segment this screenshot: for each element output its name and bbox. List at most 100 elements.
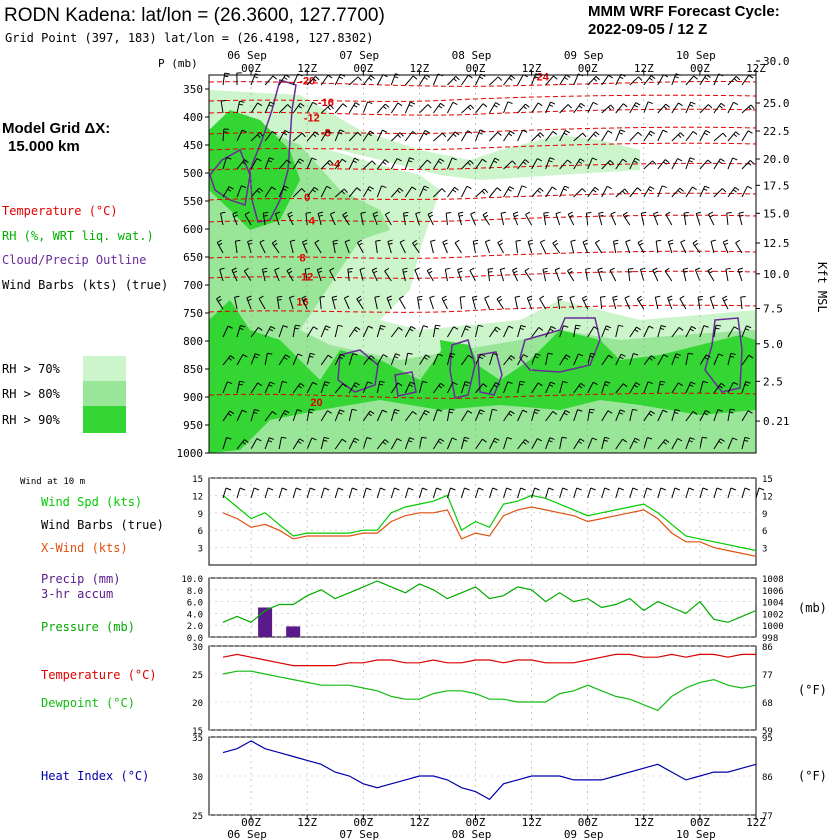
wind-barb xyxy=(503,160,517,170)
wind-barb xyxy=(671,408,681,422)
legend-rh70: RH > 70% xyxy=(2,362,61,376)
wind-barb xyxy=(615,188,629,198)
surface-wind-barb xyxy=(475,487,484,499)
wind-barb xyxy=(475,383,488,394)
wind-barb xyxy=(306,326,318,338)
wind-barb xyxy=(741,436,750,450)
surface-wind-barb xyxy=(432,487,442,499)
wind-barb xyxy=(671,158,683,170)
surface-wind-barb xyxy=(671,487,681,499)
wind-barb xyxy=(713,188,727,198)
wind-barb xyxy=(447,76,460,86)
panel-frame xyxy=(208,645,757,731)
wind-barb xyxy=(376,324,386,338)
wind-barb xyxy=(737,267,743,282)
wind-barb xyxy=(517,103,530,114)
wind-barb xyxy=(334,383,347,394)
wind-barb xyxy=(362,381,373,394)
wind-barb xyxy=(713,324,722,338)
wind-barb xyxy=(402,267,408,282)
surface-wind-barb xyxy=(292,487,302,499)
wind-barb xyxy=(484,239,491,254)
wind-barb xyxy=(517,129,528,142)
wind-barb xyxy=(601,381,611,394)
wind-barb xyxy=(667,239,674,254)
wind-barb xyxy=(496,295,504,310)
wind-barb xyxy=(667,295,673,310)
wind-barb xyxy=(376,129,388,142)
wind-barb xyxy=(685,75,698,86)
pressure-line xyxy=(222,580,757,623)
wind-barb xyxy=(601,130,613,142)
cloud-outline-7 xyxy=(519,317,601,373)
wind-barb xyxy=(418,380,428,394)
cloud-outline-2 xyxy=(209,148,251,206)
wind-barb xyxy=(278,185,289,198)
wind-barb xyxy=(545,352,553,366)
wind-barb xyxy=(329,211,336,226)
wind-barb xyxy=(384,267,392,282)
wind-barb xyxy=(539,295,547,310)
wind-barb xyxy=(531,158,543,170)
wind-barb xyxy=(735,239,743,254)
wind-barb xyxy=(348,382,360,394)
wind-barb xyxy=(722,239,729,254)
cloud-outline-6 xyxy=(477,351,503,396)
wind-barb xyxy=(376,103,390,114)
date-label: 10 Sep xyxy=(676,828,716,840)
wind-barb xyxy=(699,325,709,338)
wind-barb xyxy=(531,132,545,142)
wind-barb xyxy=(442,239,448,254)
wind-barb xyxy=(232,211,238,226)
wind-barb xyxy=(261,267,268,282)
wind-barb xyxy=(629,187,642,198)
cloud-outline-8 xyxy=(704,317,743,393)
wind-barb xyxy=(640,211,647,226)
wind-barb xyxy=(629,408,638,422)
wind-barb xyxy=(713,353,724,366)
wind-barb xyxy=(727,131,740,142)
wind-barb xyxy=(615,353,626,366)
wind-barb xyxy=(708,211,715,226)
panel-ytick-label: 4.0 xyxy=(187,610,203,620)
wind-barb xyxy=(517,409,528,422)
surface-wind-barb xyxy=(503,487,512,499)
wind-barb xyxy=(557,295,563,310)
wind-barb xyxy=(545,75,558,86)
wind-barb xyxy=(320,160,334,170)
wind-barb xyxy=(573,158,585,170)
hour-label: 12Z xyxy=(297,816,317,829)
wind-barb xyxy=(386,295,393,310)
wind-barb xyxy=(542,267,548,282)
wind-barb xyxy=(503,186,515,198)
wind-barb xyxy=(404,75,418,86)
wind-barb xyxy=(573,132,587,142)
dewpoint-line xyxy=(222,670,757,712)
pressure-tick-label: 700 xyxy=(183,279,203,292)
wind-barb xyxy=(585,267,591,282)
wind-barb xyxy=(447,186,459,198)
wind-barb xyxy=(426,267,434,282)
surface-wind-barb xyxy=(334,487,344,499)
wind-barb xyxy=(320,381,330,394)
wind-barb xyxy=(587,186,600,198)
surface-wind-barb xyxy=(545,487,554,499)
wind-barb xyxy=(418,354,431,366)
precip-accum-label: 3-hr accum xyxy=(41,587,113,601)
wind-barb xyxy=(470,211,476,226)
legend-wind-barbs: Wind Barbs (kts) (true) xyxy=(2,278,168,292)
wind-barb xyxy=(461,104,475,114)
wind-barb xyxy=(629,76,643,86)
wind-barb xyxy=(222,355,235,366)
wind-barb xyxy=(447,326,459,338)
surface-wind-barb xyxy=(601,487,610,499)
wind-barb xyxy=(432,438,445,450)
wind-barb xyxy=(390,102,403,114)
wind-barb xyxy=(432,158,445,170)
wind-barb xyxy=(643,381,653,394)
wind-barb xyxy=(554,267,561,282)
surface-wind-barb xyxy=(615,487,624,499)
wind-barb xyxy=(657,129,668,142)
wind-barb xyxy=(475,188,489,198)
